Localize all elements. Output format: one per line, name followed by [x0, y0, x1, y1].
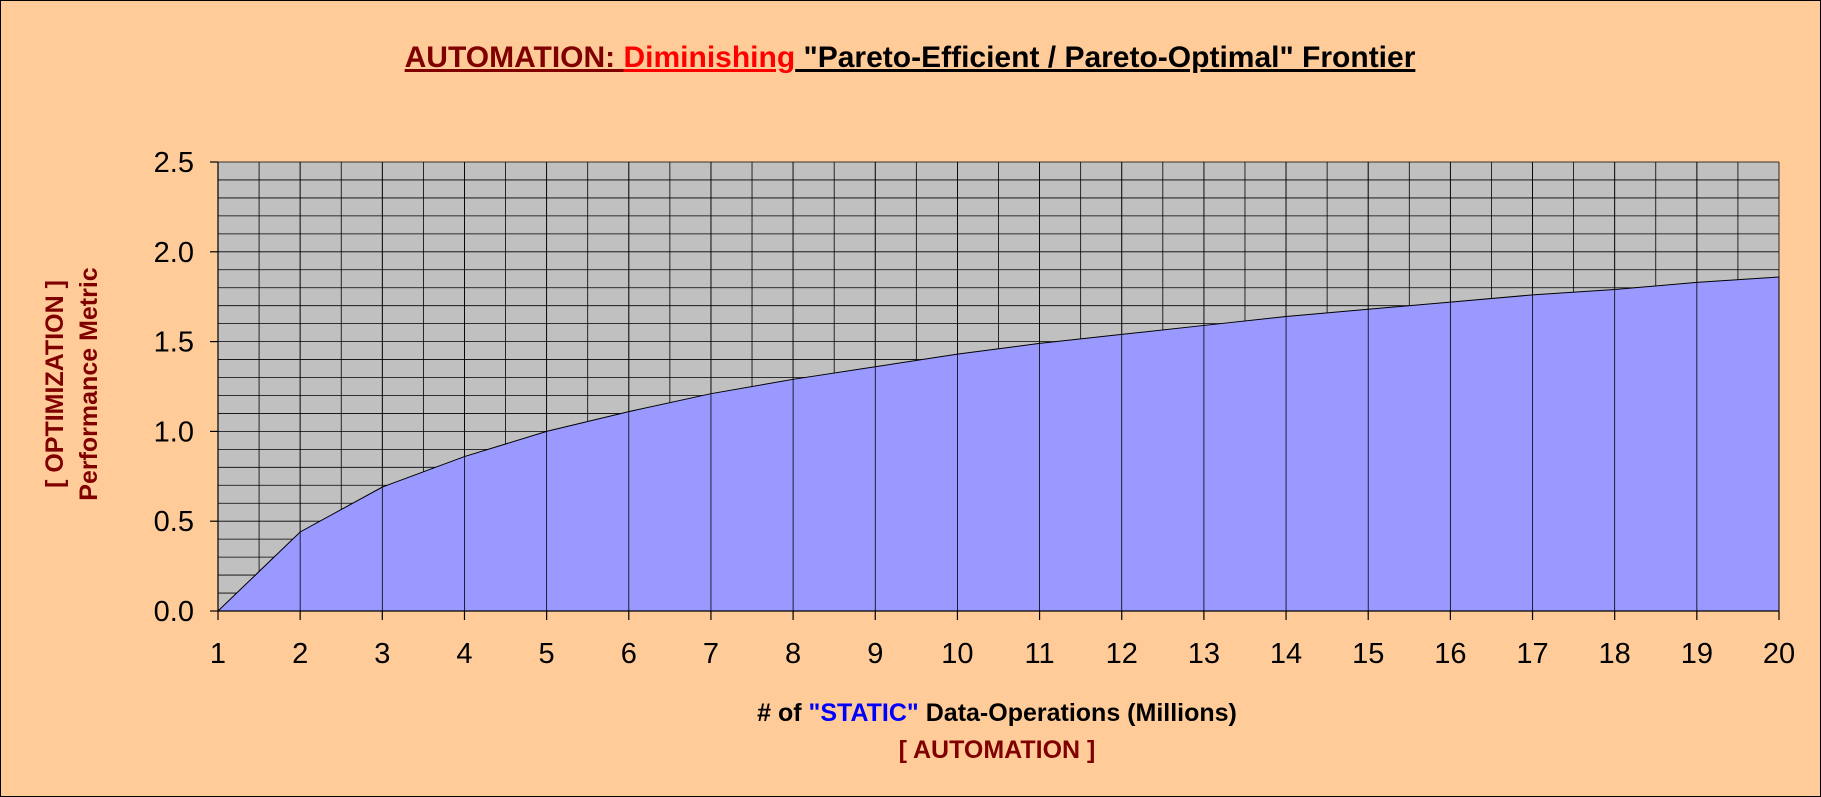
x-tick-label: 18	[1599, 638, 1631, 670]
x-axis-title-part1: # of	[757, 699, 808, 727]
x-tick-label: 12	[1106, 638, 1138, 670]
x-tick-label: 17	[1516, 638, 1548, 670]
y-tick-label: 2.0	[154, 237, 194, 269]
x-tick-label: 15	[1352, 638, 1384, 670]
title-part-frontier: "Pareto-Efficient / Pareto-Optimal" Fron…	[795, 41, 1416, 74]
x-axis-title-part3: Data-Operations (Millions)	[919, 699, 1237, 727]
x-tick-label: 2	[292, 638, 308, 670]
x-tick-label: 8	[785, 638, 801, 670]
y-tick-label: 0.5	[154, 506, 194, 538]
x-tick-label: 16	[1434, 638, 1466, 670]
x-tick-label: 4	[456, 638, 472, 670]
x-tick-label: 5	[539, 638, 555, 670]
x-tick-label: 1	[210, 638, 226, 670]
area-series	[216, 276, 1780, 612]
y-tick-label: 1.5	[154, 327, 194, 359]
y-axis-title-line1: [ OPTIMIZATION ]	[41, 280, 69, 488]
x-tick-label: 3	[374, 638, 390, 670]
x-axis-title-static: "STATIC"	[809, 699, 919, 727]
x-tick-label: 20	[1763, 638, 1795, 670]
plot-area: 0.00.51.01.52.02.51 2 3 4 5 6 7 8 9 10 11 12 13 14 15 1…	[154, 147, 1795, 670]
x-tick-label: 9	[867, 638, 883, 670]
y-tick-label: 1.0	[154, 416, 194, 448]
x-tick-label: 13	[1188, 638, 1220, 670]
y-tick-label: 0.0	[154, 596, 194, 628]
x-axis-title: # of "STATIC" Data-Operations (Millions)	[757, 699, 1237, 727]
x-tick-label: 11	[1025, 638, 1055, 670]
x-tick-label: 6	[621, 638, 637, 670]
x-axis-subtitle: [ AUTOMATION ]	[899, 736, 1096, 764]
y-tick-label: 2.5	[154, 147, 194, 179]
x-tick-label: 10	[941, 638, 973, 670]
x-tick-label: 7	[703, 638, 719, 670]
x-tick-label: 19	[1681, 638, 1713, 670]
title-part-automation: AUTOMATION:	[405, 41, 624, 74]
y-axis-title: [ OPTIMIZATION ] Performance Metric	[41, 267, 103, 501]
chart-title: AUTOMATION: Diminishing "Pareto-Efficien…	[405, 41, 1416, 74]
x-tick-label: 14	[1270, 638, 1302, 670]
title-part-diminishing: Diminishing	[624, 41, 796, 74]
y-axis-title-line2: Performance Metric	[75, 267, 103, 501]
